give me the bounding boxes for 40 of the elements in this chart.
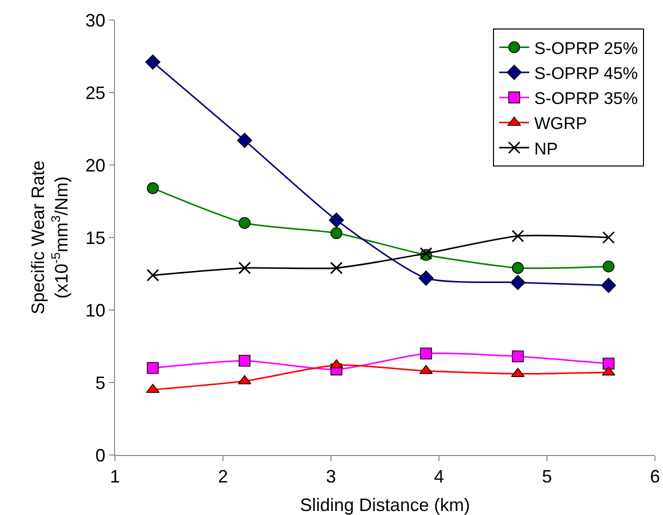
point <box>146 362 159 374</box>
point <box>602 358 614 370</box>
point <box>146 268 160 282</box>
legend-label: S-OPRP 35% <box>534 89 638 108</box>
y-tick-label: 5 <box>95 372 106 393</box>
point <box>330 262 343 274</box>
point <box>602 260 614 272</box>
point <box>146 182 159 194</box>
x-tick-label: 1 <box>110 466 120 487</box>
point <box>512 230 524 242</box>
point <box>418 270 434 286</box>
y-tick-label: 20 <box>85 155 106 176</box>
point <box>238 217 250 229</box>
x-tick-label: 6 <box>650 466 660 487</box>
legend-label: S-OPRP 45% <box>534 64 638 83</box>
y-tick-label: 0 <box>95 445 106 466</box>
y-tick-label: 30 <box>85 10 106 30</box>
x-tick-label: 2 <box>218 466 228 487</box>
point <box>330 227 342 240</box>
legend-label: NP <box>534 139 558 158</box>
point <box>420 348 432 360</box>
x-axis-title: Sliding Distance (km) <box>300 495 470 515</box>
point <box>238 354 250 367</box>
legend-label: WGRP <box>534 114 588 134</box>
point <box>510 274 526 290</box>
point <box>512 350 524 362</box>
point <box>512 262 524 274</box>
point <box>238 262 251 274</box>
point <box>145 54 160 70</box>
x-tick-label: 5 <box>542 466 552 487</box>
point <box>328 212 344 228</box>
x-tick-label: 3 <box>326 466 336 487</box>
legend-label: S-OPRP 25% <box>534 38 638 58</box>
point <box>237 132 252 148</box>
y-tick-label: 10 <box>85 300 106 320</box>
y-tick-label: 15 <box>85 228 106 248</box>
y-tick-label: 25 <box>85 82 106 103</box>
x-tick-label: 4 <box>434 466 444 487</box>
point <box>602 231 615 244</box>
point <box>601 278 616 293</box>
